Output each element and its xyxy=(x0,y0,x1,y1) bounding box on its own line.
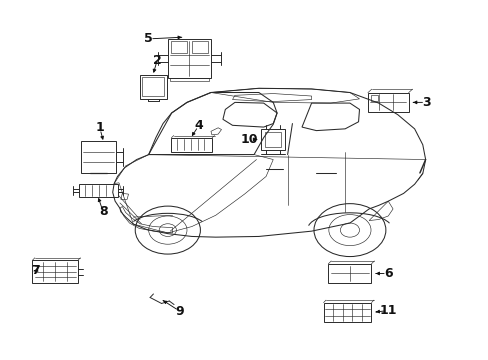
Text: 2: 2 xyxy=(153,54,162,67)
Text: 8: 8 xyxy=(99,205,107,218)
Text: 3: 3 xyxy=(422,96,430,109)
Text: 1: 1 xyxy=(95,121,104,134)
Text: 9: 9 xyxy=(175,305,184,318)
Text: 10: 10 xyxy=(240,133,258,146)
Text: 11: 11 xyxy=(379,304,396,317)
Text: 5: 5 xyxy=(144,32,153,45)
Text: 4: 4 xyxy=(194,119,203,132)
Text: 7: 7 xyxy=(31,264,40,277)
Text: 6: 6 xyxy=(383,267,392,280)
